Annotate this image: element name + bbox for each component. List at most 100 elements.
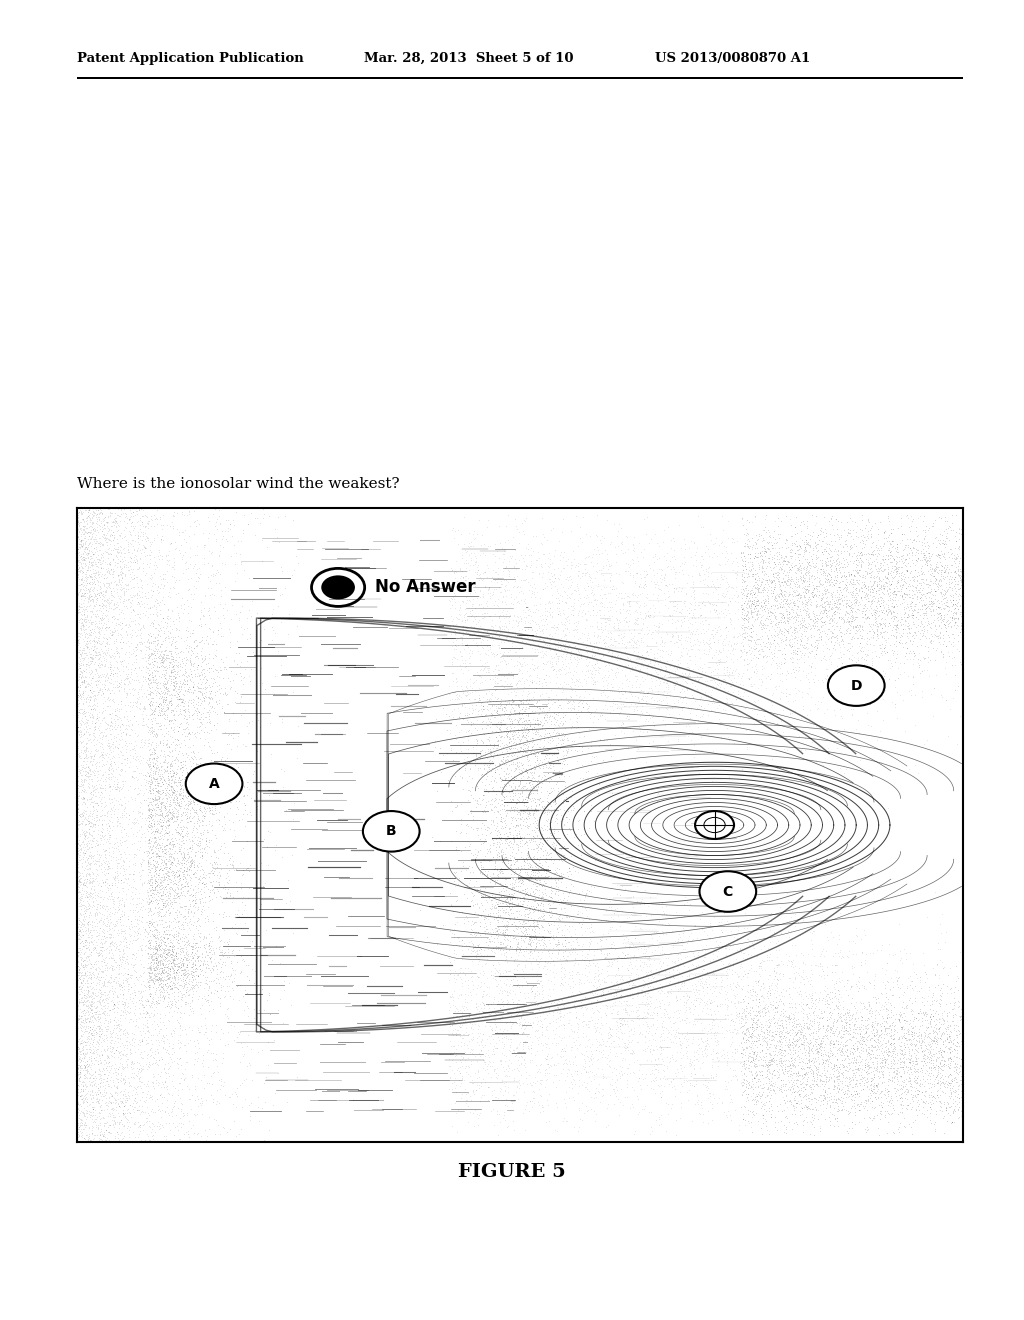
Point: [551, 660, 567, 681]
Point: [202, 948, 218, 969]
Point: [145, 768, 162, 789]
Point: [592, 616, 608, 638]
Point: [80, 543, 96, 564]
Point: [515, 789, 531, 810]
Point: [98, 987, 115, 1008]
Point: [498, 615, 514, 636]
Point: [80, 979, 96, 1001]
Point: [773, 681, 790, 702]
Point: [474, 698, 490, 719]
Point: [141, 891, 158, 912]
Point: [783, 1118, 800, 1139]
Point: [583, 1071, 599, 1092]
Point: [172, 1006, 188, 1027]
Point: [92, 784, 109, 805]
Point: [912, 1002, 929, 1023]
Point: [510, 693, 526, 714]
Point: [951, 622, 968, 643]
Point: [568, 718, 585, 739]
Point: [98, 581, 115, 602]
Point: [214, 755, 230, 776]
Point: [543, 752, 559, 774]
Point: [899, 626, 915, 647]
Point: [168, 807, 184, 828]
Point: [196, 605, 212, 626]
Point: [90, 1089, 106, 1110]
Point: [196, 808, 212, 829]
Point: [161, 858, 177, 879]
Point: [878, 599, 894, 620]
Point: [166, 717, 182, 738]
Point: [768, 612, 784, 634]
Point: [531, 704, 548, 725]
Point: [97, 528, 114, 549]
Point: [114, 979, 130, 1001]
Point: [118, 1049, 134, 1071]
Point: [942, 1022, 958, 1043]
Point: [85, 870, 101, 891]
Point: [94, 533, 111, 554]
Point: [156, 758, 172, 779]
Point: [154, 664, 170, 685]
Point: [652, 995, 669, 1016]
Point: [698, 1076, 715, 1097]
Point: [730, 586, 746, 607]
Point: [139, 829, 156, 850]
Point: [124, 766, 140, 787]
Point: [719, 911, 735, 932]
Point: [85, 723, 101, 744]
Point: [457, 705, 473, 726]
Point: [720, 640, 736, 661]
Point: [450, 890, 466, 911]
Point: [520, 896, 537, 917]
Point: [926, 578, 942, 599]
Point: [808, 506, 824, 527]
Point: [905, 961, 922, 982]
Point: [610, 624, 627, 645]
Point: [140, 623, 157, 644]
Point: [108, 640, 124, 661]
Point: [189, 793, 206, 814]
Point: [75, 672, 91, 693]
Point: [166, 884, 182, 906]
Point: [93, 1019, 110, 1040]
Point: [133, 939, 150, 960]
Point: [549, 616, 565, 638]
Point: [523, 797, 540, 818]
Point: [697, 631, 714, 652]
Point: [145, 768, 162, 789]
Point: [173, 688, 189, 709]
Point: [945, 1032, 962, 1053]
Point: [161, 783, 177, 804]
Point: [610, 612, 627, 634]
Point: [510, 711, 526, 733]
Point: [844, 1027, 860, 1048]
Point: [860, 1086, 877, 1107]
Point: [460, 623, 476, 644]
Point: [763, 1080, 779, 1101]
Point: [828, 1030, 845, 1051]
Point: [162, 972, 178, 993]
Point: [809, 527, 825, 548]
Point: [69, 979, 85, 1001]
Point: [88, 865, 104, 886]
Point: [225, 669, 242, 690]
Point: [513, 760, 529, 781]
Point: [83, 1072, 99, 1093]
Point: [74, 557, 90, 578]
Point: [151, 865, 167, 886]
Point: [84, 1024, 100, 1045]
Point: [549, 919, 565, 940]
Point: [151, 946, 167, 968]
Point: [490, 849, 507, 870]
Point: [82, 884, 98, 906]
Point: [186, 723, 203, 744]
Point: [748, 1001, 764, 1022]
Point: [877, 549, 893, 570]
Point: [697, 582, 714, 603]
Point: [143, 913, 160, 935]
Point: [575, 1056, 592, 1077]
Point: [219, 975, 236, 997]
Point: [205, 960, 221, 981]
Point: [495, 842, 511, 863]
